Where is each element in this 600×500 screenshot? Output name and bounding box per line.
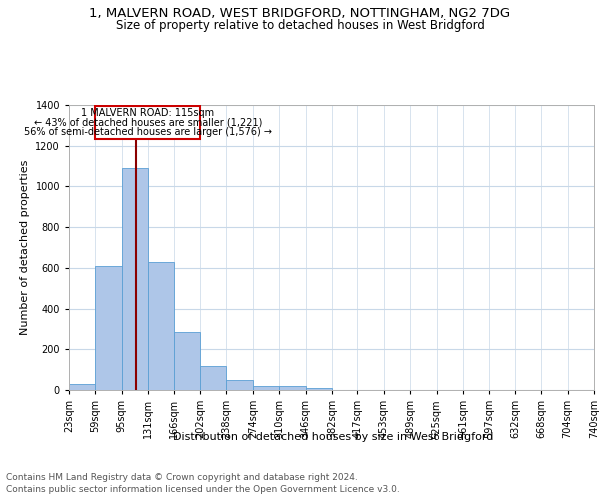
Bar (305, 388, 332, 390)
Text: Distribution of detached houses by size in West Bridgford: Distribution of detached houses by size … (173, 432, 493, 442)
Bar (226, 380, 253, 390)
Text: 56% of semi-detached houses are larger (1,576) →: 56% of semi-detached houses are larger (… (24, 127, 272, 137)
Text: Contains HM Land Registry data © Crown copyright and database right 2024.: Contains HM Land Registry data © Crown c… (6, 472, 358, 482)
Text: Contains public sector information licensed under the Open Government Licence v3: Contains public sector information licen… (6, 485, 400, 494)
Bar (69, 384, 95, 390)
Y-axis label: Number of detached properties: Number of detached properties (20, 160, 30, 335)
Text: 1 MALVERN ROAD: 115sqm: 1 MALVERN ROAD: 115sqm (81, 108, 214, 118)
Text: ← 43% of detached houses are smaller (1,221): ← 43% of detached houses are smaller (1,… (34, 118, 262, 128)
Bar (122, 168, 148, 390)
Text: 1, MALVERN ROAD, WEST BRIDGFORD, NOTTINGHAM, NG2 7DG: 1, MALVERN ROAD, WEST BRIDGFORD, NOTTING… (89, 8, 511, 20)
Bar (253, 386, 279, 390)
Bar (200, 366, 226, 390)
Bar (148, 262, 174, 390)
Bar (279, 386, 305, 390)
Bar (174, 332, 200, 390)
Bar (95, 266, 122, 390)
Text: Size of property relative to detached houses in West Bridgford: Size of property relative to detached ho… (116, 18, 484, 32)
FancyBboxPatch shape (95, 106, 200, 138)
